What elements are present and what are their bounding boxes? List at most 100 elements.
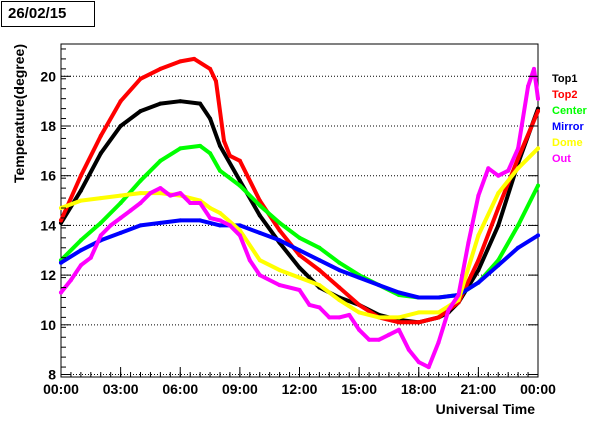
- data-point-dome: [377, 315, 381, 320]
- data-point-out: [536, 96, 540, 101]
- data-point-mirror: [277, 238, 282, 243]
- data-point-out: [347, 312, 352, 317]
- data-point-top2: [436, 315, 441, 320]
- data-point-top1: [178, 99, 183, 104]
- x-tick-label: 15:00: [341, 381, 377, 397]
- data-point-out: [516, 146, 521, 151]
- data-point-top1: [138, 109, 143, 114]
- legend-entry-dome: Dome: [552, 137, 583, 149]
- data-point-out: [532, 66, 536, 71]
- data-point-dome: [396, 315, 401, 320]
- data-point-top2: [496, 206, 501, 210]
- data-point-center: [98, 220, 103, 225]
- data-point-center: [218, 168, 222, 173]
- data-point-mirror: [357, 275, 362, 280]
- data-point-dome: [536, 146, 540, 151]
- data-point-top2: [178, 59, 183, 64]
- data-point-dome: [158, 191, 163, 196]
- data-point-top2: [138, 76, 143, 81]
- data-point-out: [138, 201, 143, 205]
- data-point-out: [88, 255, 93, 260]
- data-point-top1: [98, 151, 103, 156]
- data-point-out: [297, 288, 302, 292]
- data-point-dome: [98, 196, 103, 201]
- data-point-top2: [516, 156, 521, 161]
- data-point-top2: [277, 228, 282, 233]
- data-point-mirror: [237, 223, 242, 228]
- data-point-mirror: [118, 230, 123, 235]
- data-point-out: [218, 218, 222, 223]
- data-point-mirror: [198, 218, 203, 223]
- data-point-out: [108, 223, 113, 228]
- data-point-top1: [476, 268, 481, 273]
- data-point-top2: [536, 109, 540, 114]
- data-point-out: [237, 233, 242, 238]
- data-point-center: [138, 178, 143, 183]
- data-point-top2: [416, 320, 421, 325]
- data-point-top1: [237, 178, 242, 183]
- data-point-mirror: [476, 280, 481, 285]
- data-point-dome: [138, 191, 143, 196]
- data-point-top2: [317, 268, 322, 273]
- y-tick-label: 12: [40, 267, 56, 283]
- data-point-out: [446, 307, 451, 312]
- series-line-out: [59, 66, 540, 370]
- data-point-top2: [192, 56, 197, 61]
- data-point-out: [496, 173, 501, 178]
- data-point-top2: [227, 153, 232, 158]
- x-tick-label: 00:00: [520, 381, 556, 397]
- data-point-top2: [59, 218, 63, 223]
- data-point-mirror: [496, 263, 501, 268]
- data-point-dome: [337, 298, 342, 302]
- data-point-mirror: [516, 245, 521, 250]
- data-point-dome: [476, 233, 481, 238]
- data-point-out: [436, 340, 441, 345]
- data-point-mirror: [377, 283, 381, 288]
- legend-entry-top2: Top2: [552, 89, 577, 101]
- legend-entry-center: Center: [552, 105, 588, 117]
- data-point-top2: [222, 138, 226, 143]
- data-point-dome: [516, 166, 521, 171]
- data-point-out: [476, 193, 481, 198]
- y-axis-label: Temperature(degree): [11, 44, 27, 183]
- data-point-dome: [357, 310, 362, 315]
- data-point-center: [78, 238, 83, 243]
- legend-entry-out: Out: [552, 153, 571, 165]
- data-point-center: [337, 260, 342, 265]
- data-point-mirror: [436, 295, 441, 300]
- data-point-out: [178, 191, 183, 196]
- data-point-out: [337, 315, 342, 320]
- x-tick-label: 00:00: [43, 381, 79, 397]
- data-point-dome: [237, 228, 242, 233]
- data-point-out: [426, 365, 431, 370]
- data-point-top2: [214, 79, 218, 84]
- data-point-out: [208, 216, 213, 220]
- data-point-mirror: [178, 218, 183, 223]
- data-point-top2: [118, 99, 123, 104]
- y-tick-label: 18: [40, 118, 56, 134]
- data-point-out: [198, 201, 203, 205]
- data-point-out: [377, 337, 381, 342]
- data-point-mirror: [536, 233, 540, 238]
- data-point-out: [486, 166, 491, 171]
- data-point-center: [158, 158, 163, 163]
- y-tick-label: 14: [40, 217, 56, 233]
- y-tick-label: 16: [40, 168, 56, 184]
- data-point-top2: [337, 285, 342, 290]
- data-point-center: [257, 203, 262, 208]
- data-point-center: [208, 151, 213, 156]
- data-point-out: [317, 305, 322, 310]
- data-point-dome: [118, 193, 123, 198]
- data-point-out: [367, 337, 372, 342]
- data-point-out: [386, 332, 391, 337]
- data-point-center: [198, 143, 203, 148]
- data-point-top2: [98, 133, 103, 138]
- data-point-dome: [257, 258, 262, 263]
- data-point-out: [227, 223, 232, 228]
- data-point-top2: [208, 66, 213, 71]
- data-point-top1: [496, 223, 501, 228]
- data-point-mirror: [218, 223, 222, 228]
- y-tick-label: 10: [40, 317, 56, 333]
- data-point-top1: [257, 213, 262, 218]
